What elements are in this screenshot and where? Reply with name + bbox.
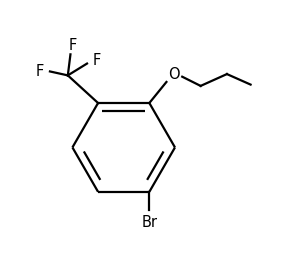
Text: F: F [36, 64, 44, 79]
Text: Br: Br [141, 215, 157, 230]
Text: O: O [169, 67, 180, 82]
Text: F: F [69, 38, 77, 53]
Text: F: F [93, 53, 101, 68]
